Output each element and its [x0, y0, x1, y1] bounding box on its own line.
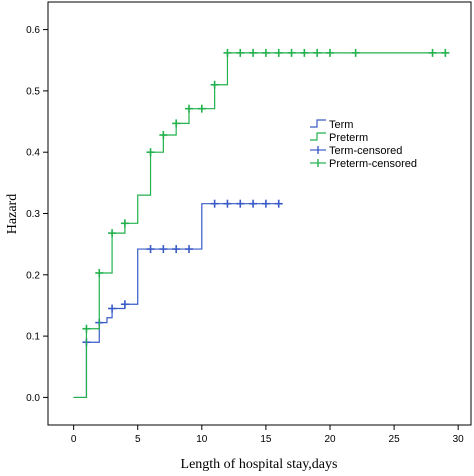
- x-tick-label: 20: [324, 434, 336, 445]
- censored-mark-term: [108, 304, 117, 313]
- x-axis: 0 5 10 15 20 25 30: [71, 425, 464, 445]
- plot-frame: [47, 1, 472, 426]
- censored-mark-preterm: [197, 104, 206, 113]
- censored-mark-term: [210, 199, 219, 208]
- legend-step-icon: [310, 119, 326, 128]
- censored-mark-term: [261, 199, 270, 208]
- censored-mark-preterm: [274, 48, 283, 57]
- censored-mark-preterm: [210, 80, 219, 89]
- legend-item: Term: [310, 119, 353, 131]
- legend-label: Term-censored: [329, 145, 402, 157]
- x-tick-label: 25: [389, 434, 401, 445]
- y-tick-label: 0.4: [26, 148, 40, 159]
- legend-item: Preterm-censored: [310, 158, 417, 170]
- censored-mark-preterm: [261, 48, 270, 57]
- censored-mark-term: [249, 199, 258, 208]
- censored-mark-preterm: [159, 131, 168, 140]
- y-tick-label: 0.2: [26, 270, 40, 281]
- legend-item: Term-censored: [310, 145, 402, 157]
- series-line-preterm: [73, 52, 446, 399]
- censored-mark-term: [274, 199, 283, 208]
- legend-item: Preterm: [310, 132, 368, 144]
- censored-mark-preterm: [95, 268, 104, 277]
- y-axis-title: Hazard: [5, 194, 20, 234]
- censored-mark-term: [223, 199, 232, 208]
- censored-mark-term: [159, 245, 168, 254]
- x-tick-label: 10: [196, 434, 208, 445]
- legend-label: Preterm-censored: [329, 158, 417, 170]
- censored-mark-preterm: [300, 48, 309, 57]
- censored-mark-term: [236, 199, 245, 208]
- censored-mark-preterm: [441, 48, 450, 57]
- series-layer: [73, 48, 450, 399]
- censored-mark-preterm: [120, 219, 129, 228]
- censored-mark-preterm: [287, 48, 296, 57]
- y-tick-label: 0.5: [26, 86, 40, 97]
- censored-mark-preterm: [172, 119, 181, 128]
- censored-mark-term: [146, 245, 155, 254]
- censored-mark-preterm: [249, 48, 258, 57]
- censored-mark-preterm: [185, 104, 193, 113]
- legend-step-icon: [310, 132, 326, 141]
- censored-mark-preterm: [428, 48, 437, 57]
- series-line-term: [73, 203, 279, 399]
- x-tick-label: 30: [453, 434, 465, 445]
- x-axis-title: Length of hospital stay,days: [181, 457, 338, 472]
- censored-mark-preterm: [236, 48, 245, 57]
- x-tick-label: 5: [135, 434, 141, 445]
- y-tick-label: 0.6: [26, 25, 40, 36]
- legend-label: Term: [329, 119, 353, 131]
- censored-mark-preterm: [326, 48, 334, 57]
- censored-mark-preterm: [313, 48, 322, 57]
- y-tick-label: 0.3: [26, 209, 40, 220]
- y-tick-label: 0.1: [26, 332, 40, 343]
- y-tick-label: 0.0: [26, 393, 40, 404]
- censored-mark-term: [120, 300, 129, 309]
- censored-mark-preterm: [108, 229, 117, 238]
- censored-mark-preterm: [223, 48, 232, 57]
- censored-mark-term: [172, 245, 181, 254]
- legend-label: Preterm: [329, 132, 368, 144]
- censored-mark-preterm: [351, 48, 360, 57]
- x-tick-label: 15: [260, 434, 272, 445]
- censored-mark-preterm: [146, 148, 155, 157]
- y-axis: 0.0 0.1 0.2 0.3 0.4 0.5 0.6: [26, 25, 48, 404]
- x-tick-label: 0: [71, 434, 77, 445]
- censored-mark-preterm: [82, 324, 91, 333]
- censored-mark-term: [185, 245, 193, 254]
